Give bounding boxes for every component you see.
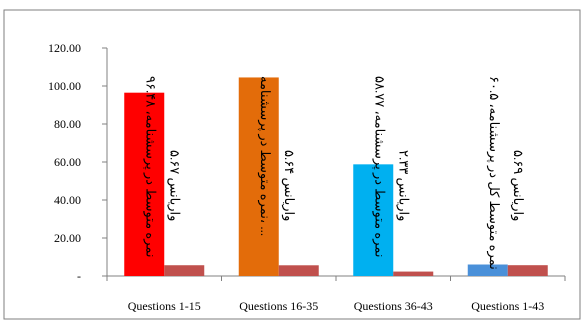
data-label-text: واریانس ۵.۶۴ xyxy=(281,150,297,221)
data-label-text: نمره متوسط در پرسشنامه، ... xyxy=(257,76,273,236)
data-label: واریانس ۵.۶۷ xyxy=(166,150,182,221)
data-label-text: نمره متوسط در پرسشنامه، ۹۶.۴۸ xyxy=(142,76,158,258)
y-axis: - 20.00 40.00 60.00 80.00 100.00 120.00 xyxy=(48,41,108,283)
bar xyxy=(353,164,394,276)
bar xyxy=(467,264,508,276)
bar xyxy=(164,265,205,276)
x-tick-label: Questions 1-43 xyxy=(471,299,544,313)
data-labels: نمره متوسط در پرسشنامه، ۹۶.۴۸ نمره متوسط … xyxy=(142,76,526,270)
y-tick-label: 120.00 xyxy=(48,41,81,55)
y-tick-label: 60.00 xyxy=(54,155,81,169)
data-label: نمره متوسط در پرسشنامه، ۵۸.۷۷ xyxy=(371,76,387,258)
x-tick-label: Questions 1-15 xyxy=(128,299,201,313)
y-tick-label: 80.00 xyxy=(54,117,81,131)
data-label: واریانس ۵.۶۹ xyxy=(510,150,526,221)
bar xyxy=(507,265,548,276)
bar xyxy=(124,92,165,276)
data-label-text: واریانس ۲.۳۳ xyxy=(395,150,411,221)
data-label: واریانس ۲.۳۳ xyxy=(395,150,411,221)
bars xyxy=(124,77,548,276)
data-label-text: واریانس ۵.۶۷ xyxy=(166,150,182,221)
data-label: نمره متوسط در پرسشنامه، ... xyxy=(257,76,273,236)
bar xyxy=(238,77,279,276)
y-tick-label: 100.00 xyxy=(48,79,81,93)
bar xyxy=(393,271,434,276)
y-tick-label: 20.00 xyxy=(54,231,81,245)
data-label-text: نمره متوسط در پرسشنامه، ۵۸.۷۷ xyxy=(371,76,387,258)
data-label-text: نمره متوسط کل در پرسشنامه، ۶۰.۵ xyxy=(486,76,502,270)
x-tick-label: Questions 16-35 xyxy=(239,299,318,313)
data-label: واریانس ۵.۶۴ xyxy=(281,150,297,221)
y-tick-label: 40.00 xyxy=(54,193,81,207)
data-label-text: واریانس ۵.۶۹ xyxy=(510,150,526,221)
x-tick-label: Questions 36-43 xyxy=(354,299,433,313)
data-label: نمره متوسط در پرسشنامه، ۹۶.۴۸ xyxy=(142,76,158,258)
data-label: نمره متوسط کل در پرسشنامه، ۶۰.۵ xyxy=(486,76,502,270)
bar xyxy=(278,265,319,276)
y-tick-label: - xyxy=(77,269,81,283)
